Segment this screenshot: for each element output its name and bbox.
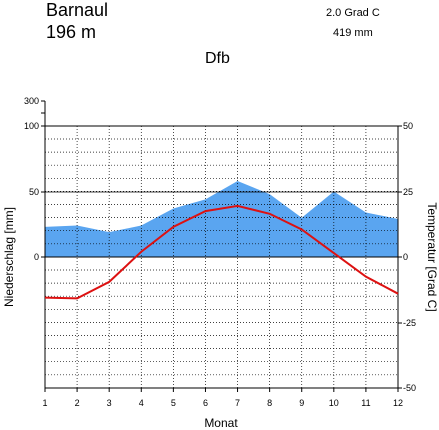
x-tick-label: 12 bbox=[393, 398, 403, 408]
x-tick-label: 2 bbox=[75, 398, 80, 408]
annual-precipitation: 419 mm bbox=[333, 27, 373, 39]
x-tick-label: 6 bbox=[203, 398, 208, 408]
x-tick-label: 1 bbox=[42, 398, 47, 408]
temperature-line bbox=[44, 204, 399, 300]
left-tick-label: 300 bbox=[24, 96, 39, 106]
left-axis-title: Niederschlag [mm] bbox=[2, 207, 16, 307]
left-tick-label: 100 bbox=[24, 121, 39, 131]
x-tick-label: 9 bbox=[299, 398, 304, 408]
x-tick-label: 8 bbox=[267, 398, 272, 408]
station-name: Barnaul bbox=[46, 0, 109, 20]
x-tick-label: 11 bbox=[361, 398, 370, 408]
right-tick-label: -25 bbox=[403, 318, 416, 328]
precipitation-area bbox=[45, 181, 398, 257]
x-axis-title: Monat bbox=[204, 416, 238, 430]
mean-temperature: 2.0 Grad C bbox=[326, 7, 380, 19]
x-tick-label: 7 bbox=[235, 398, 240, 408]
right-tick-label: 0 bbox=[403, 252, 408, 262]
left-tick-label: 50 bbox=[29, 187, 39, 197]
right-tick-label: -50 bbox=[403, 383, 416, 393]
x-tick-label: 3 bbox=[107, 398, 112, 408]
climate-classification: Dfb bbox=[205, 50, 230, 67]
x-tick-label: 5 bbox=[171, 398, 176, 408]
right-axis-title: Temperatur [Grad C] bbox=[425, 202, 439, 311]
right-tick-label: 25 bbox=[403, 187, 413, 197]
left-tick-label: 0 bbox=[34, 252, 39, 262]
station-elevation: 196 m bbox=[46, 22, 97, 42]
x-tick-label: 4 bbox=[139, 398, 144, 408]
x-tick-label: 10 bbox=[329, 398, 339, 408]
right-tick-label: 50 bbox=[403, 121, 413, 131]
